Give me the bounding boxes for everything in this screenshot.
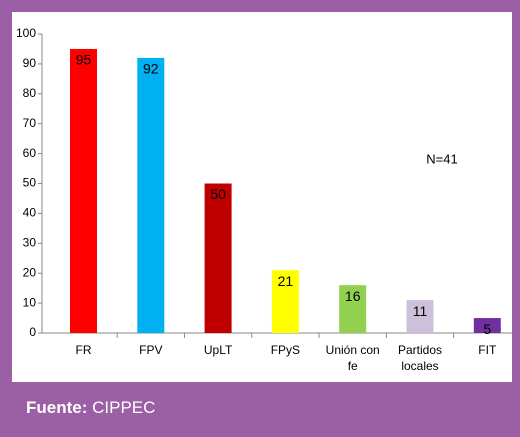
bar <box>204 183 232 333</box>
x-tick-label: Unión con fe <box>326 343 380 373</box>
x-tick-label-line: locales <box>401 359 438 373</box>
x-tick-label-line: FPV <box>139 343 162 357</box>
y-tick-label: 80 <box>23 86 37 100</box>
y-tick-label: 30 <box>23 235 37 249</box>
x-tick-label: FPV <box>139 343 162 357</box>
source-label: Fuente: <box>26 398 88 417</box>
x-tick-label: FR <box>76 343 92 357</box>
bar <box>406 300 434 333</box>
y-tick-label: 100 <box>16 26 36 40</box>
x-tick-label: FPyS <box>271 343 300 357</box>
x-tick-label-line: fe <box>348 359 358 373</box>
source: Fuente: CIPPEC <box>26 398 155 418</box>
value-label: 50 <box>210 186 226 202</box>
value-label: 16 <box>345 288 361 304</box>
x-tick-label: Partidos locales <box>398 343 442 373</box>
y-tick-label: 50 <box>23 176 37 190</box>
value-label: 11 <box>413 303 428 319</box>
source-name: CIPPEC <box>92 398 156 417</box>
x-tick-label-line: Partidos <box>398 343 442 357</box>
y-tick-label: 10 <box>23 295 37 309</box>
x-tick-label-line: UpLT <box>204 343 233 357</box>
x-tick-label-line: FPyS <box>271 343 300 357</box>
x-tick-label-line: FIT <box>478 343 497 357</box>
y-tick-label: 40 <box>23 206 37 220</box>
y-tick-label: 90 <box>23 56 37 70</box>
y-tick-label: 60 <box>23 146 37 160</box>
value-label: 5 <box>483 321 491 337</box>
bar <box>473 318 501 333</box>
bar <box>70 48 97 333</box>
annotation: N=41 <box>426 151 457 166</box>
x-tick-label: FIT <box>478 343 497 357</box>
value-label: 21 <box>278 273 294 289</box>
bar <box>339 285 367 333</box>
x-tick-label-line: FR <box>76 343 92 357</box>
x-tick-label-line: Unión con <box>326 343 380 357</box>
value-label: 95 <box>76 52 92 68</box>
y-tick-label: 70 <box>23 116 37 130</box>
y-tick-label: 20 <box>23 265 37 279</box>
x-tick-label: UpLT <box>204 343 233 357</box>
y-tick-label: 0 <box>29 325 36 339</box>
bar <box>271 270 299 333</box>
bar <box>137 57 165 334</box>
value-label: 92 <box>143 61 159 77</box>
chart: 0 10 20 30 40 50 60 70 80 90 100 95 FR 92 FPV 50 UpLT 21 F… <box>12 12 512 382</box>
